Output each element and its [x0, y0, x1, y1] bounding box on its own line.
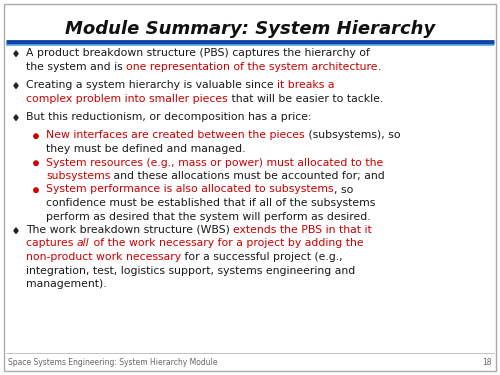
Text: of the work necessary for a project by adding the: of the work necessary for a project by a…: [90, 238, 363, 249]
Text: the system and is: the system and is: [26, 62, 126, 72]
Text: 18: 18: [482, 358, 492, 367]
Text: captures: captures: [26, 238, 77, 249]
Text: Space Systems Engineering: System Hierarchy Module: Space Systems Engineering: System Hierar…: [8, 358, 218, 367]
Text: perform as desired that the system will perform as desired.: perform as desired that the system will …: [46, 211, 370, 222]
Text: complex problem into smaller pieces: complex problem into smaller pieces: [26, 93, 228, 104]
Text: integration, test, logistics support, systems engineering and: integration, test, logistics support, sy…: [26, 266, 355, 276]
Text: subsystems: subsystems: [46, 171, 110, 181]
Text: it breaks a: it breaks a: [277, 80, 334, 90]
Text: System performance is also allocated to subsystems: System performance is also allocated to …: [46, 184, 334, 195]
Text: one representation of the system architecture: one representation of the system archite…: [126, 62, 378, 72]
Text: But this reductionism, or decomposition has a price:: But this reductionism, or decomposition …: [26, 112, 312, 122]
Circle shape: [34, 188, 38, 192]
Text: all: all: [77, 238, 90, 249]
Text: and these allocations must be accounted for; and: and these allocations must be accounted …: [110, 171, 385, 181]
Text: .: .: [378, 62, 381, 72]
Text: they must be defined and managed.: they must be defined and managed.: [46, 144, 246, 154]
Text: A product breakdown structure (PBS) captures the hierarchy of: A product breakdown structure (PBS) capt…: [26, 48, 370, 58]
Circle shape: [34, 134, 38, 138]
Text: The work breakdown structure (WBS): The work breakdown structure (WBS): [26, 225, 234, 235]
Text: System resources (e.g., mass or power) must allocated to the: System resources (e.g., mass or power) m…: [46, 158, 384, 168]
Text: non-product work necessary: non-product work necessary: [26, 252, 181, 262]
Text: (subsystems), so: (subsystems), so: [304, 130, 400, 141]
Text: that will be easier to tackle.: that will be easier to tackle.: [228, 93, 383, 104]
Polygon shape: [14, 115, 18, 120]
Polygon shape: [14, 83, 18, 88]
Text: , so: , so: [334, 184, 353, 195]
Text: Module Summary: System Hierarchy: Module Summary: System Hierarchy: [65, 20, 435, 38]
Text: management).: management).: [26, 279, 106, 289]
Polygon shape: [14, 51, 18, 57]
Text: extends the PBS in that it: extends the PBS in that it: [234, 225, 372, 235]
Polygon shape: [14, 228, 18, 234]
Text: New interfaces are created between the pieces: New interfaces are created between the p…: [46, 130, 304, 141]
Text: for a successful project (e.g.,: for a successful project (e.g.,: [181, 252, 343, 262]
Circle shape: [34, 161, 38, 165]
Text: Creating a system hierarchy is valuable since: Creating a system hierarchy is valuable …: [26, 80, 277, 90]
Text: confidence must be established that if all of the subsystems: confidence must be established that if a…: [46, 198, 376, 208]
